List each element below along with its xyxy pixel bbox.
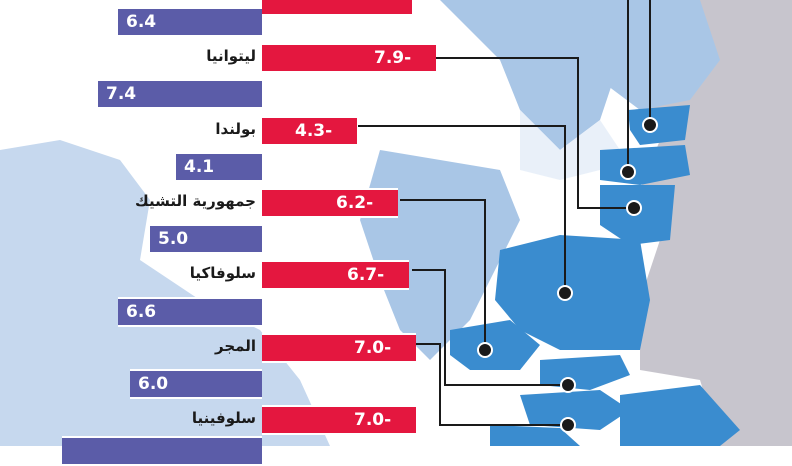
leader-line-lithuania bbox=[435, 57, 632, 209]
bar-top-partial bbox=[262, 0, 412, 16]
leader-line-poland bbox=[358, 125, 566, 293]
bar-positive bbox=[118, 297, 262, 327]
bar-value-label: 6.2- bbox=[336, 193, 374, 213]
bar-negative bbox=[262, 405, 416, 435]
marker-poland bbox=[557, 285, 573, 301]
bar-positive bbox=[176, 152, 262, 182]
leader-line-czechia bbox=[400, 199, 486, 350]
country-label: المجر bbox=[215, 337, 256, 355]
bar-negative bbox=[262, 188, 398, 218]
estonia-land bbox=[628, 105, 690, 145]
bar-positive bbox=[98, 79, 262, 109]
slovenia-land bbox=[490, 425, 580, 446]
bar-negative bbox=[262, 43, 436, 73]
marker-estonia bbox=[642, 117, 658, 133]
bar-value-label: 5.0 bbox=[158, 229, 189, 249]
bar-value-label: 7.9- bbox=[374, 48, 412, 68]
marker-latvia bbox=[620, 164, 636, 180]
baltic-sea bbox=[520, 110, 620, 180]
bar-value-label: 7.4 bbox=[106, 84, 137, 104]
country-label: سلوفينيا bbox=[191, 409, 256, 427]
bar-negative bbox=[262, 260, 409, 290]
country-label: جمهورية التشيك bbox=[134, 192, 256, 210]
marker-hungary bbox=[560, 417, 576, 433]
bar-positive bbox=[118, 7, 262, 37]
leader-line-slovakia bbox=[412, 269, 568, 386]
bar-negative bbox=[262, 116, 357, 146]
hungary-land bbox=[520, 390, 630, 430]
country-label: بولندا bbox=[215, 120, 256, 138]
country-label: سلوفاكيا bbox=[189, 264, 256, 282]
leader-line-hungary bbox=[414, 343, 568, 426]
bar-value-label: 4.1 bbox=[184, 157, 215, 177]
bar-bottom-partial bbox=[62, 436, 262, 466]
bar-positive bbox=[130, 369, 262, 399]
marker-czechia bbox=[477, 342, 493, 358]
europe-map bbox=[0, 0, 792, 446]
central-europe-land bbox=[360, 150, 520, 360]
bar-value-label: 6.7- bbox=[347, 265, 385, 285]
bar-value-label: 7.0- bbox=[354, 338, 392, 358]
bar-value-label: 6.0 bbox=[138, 374, 169, 394]
marker-slovakia bbox=[560, 377, 576, 393]
czechia-land bbox=[450, 320, 540, 370]
bar-value-label: 7.0- bbox=[354, 410, 392, 430]
country-label: ليتوانيا bbox=[206, 47, 256, 65]
marker-lithuania bbox=[626, 200, 642, 216]
finland-land bbox=[590, 0, 720, 110]
bar-negative bbox=[262, 333, 416, 363]
scandinavia-land bbox=[440, 0, 640, 150]
bar-value-label: 6.4 bbox=[126, 12, 157, 32]
bar-value-label: 4.3- bbox=[295, 121, 333, 141]
bar-value-label: 6.6 bbox=[126, 302, 157, 322]
bar-positive bbox=[150, 224, 262, 254]
romania-land bbox=[620, 385, 740, 446]
